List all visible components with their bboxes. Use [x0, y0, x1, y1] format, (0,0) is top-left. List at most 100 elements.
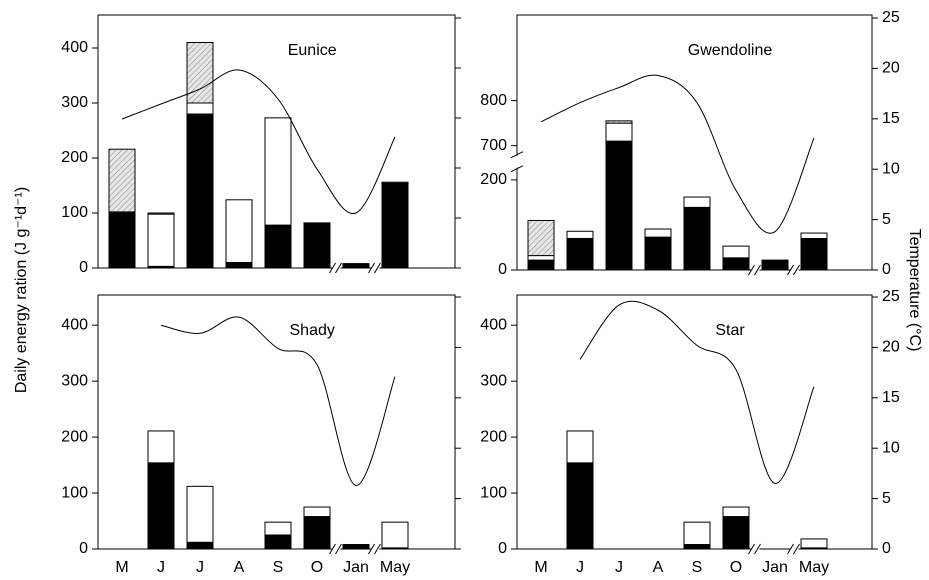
axis-break-mark	[510, 165, 524, 173]
x-break-gap	[790, 268, 799, 272]
bar-segment	[147, 462, 175, 550]
y-tick-label: 0	[498, 540, 507, 557]
bar-segment	[264, 534, 292, 550]
x-tick-label: M	[115, 559, 128, 576]
bar-segment	[683, 196, 711, 208]
y-tick-label: 800	[480, 92, 507, 109]
panel-title: Star	[715, 322, 745, 339]
bar-segment	[147, 213, 175, 267]
y-tick-label: 0	[498, 261, 507, 278]
bar-segment	[566, 462, 594, 550]
bar-segment	[722, 516, 750, 550]
bar-segment	[800, 237, 828, 271]
plot-frame	[516, 14, 873, 271]
bar-segment	[527, 255, 555, 261]
y-tick-label: 0	[79, 259, 88, 276]
y-tick-label: 200	[480, 171, 507, 188]
x-break-mark	[335, 543, 342, 555]
y-tick-label: 400	[480, 316, 507, 333]
bar-segment	[644, 228, 672, 238]
x-break-mark	[754, 543, 761, 555]
x-break-gap	[371, 266, 380, 270]
bar-segment	[225, 199, 253, 264]
y-tick-label: 0	[79, 540, 88, 557]
x-break-mark	[335, 262, 342, 274]
y2-axis-label: Temperature (°C)	[906, 229, 923, 352]
bar-segment	[303, 222, 331, 269]
x-break-gap	[751, 268, 760, 272]
bar-segment	[108, 148, 136, 213]
y2-tick-label: 20	[882, 339, 900, 356]
y-tick-label: 300	[61, 94, 88, 111]
bar-segment	[147, 212, 175, 215]
y2-tick-label: 25	[882, 9, 900, 26]
x-tick-label: May	[380, 559, 410, 576]
x-break-gap	[371, 547, 380, 551]
bar-segment	[605, 122, 633, 142]
x-tick-label: A	[234, 559, 245, 576]
axis-break-mark	[510, 151, 524, 159]
x-tick-label: M	[534, 559, 547, 576]
x-tick-label: S	[692, 559, 703, 576]
bar-segment	[566, 430, 594, 464]
x-break-gap	[332, 547, 341, 551]
plot-frame	[97, 294, 456, 550]
bar-segment	[605, 140, 633, 271]
bar-segment	[683, 206, 711, 271]
x-break-mark	[754, 264, 761, 276]
x-break-gap	[790, 547, 799, 551]
y-tick-label: 400	[61, 39, 88, 56]
y2-tick-label: 0	[882, 261, 891, 278]
x-break-mark	[329, 262, 336, 274]
bar-segment	[605, 120, 633, 124]
bar-segment	[186, 42, 214, 104]
bar-segment	[264, 521, 292, 536]
x-tick-label: A	[653, 559, 664, 576]
x-tick-label: J	[615, 559, 623, 576]
bar-segment	[186, 485, 214, 543]
y-tick-label: 200	[61, 428, 88, 445]
x-break-mark	[748, 543, 755, 555]
bar-segment	[186, 102, 214, 115]
bar-segment	[761, 259, 789, 271]
bar-segment	[800, 538, 828, 549]
x-tick-label: S	[273, 559, 284, 576]
y2-tick-label: 25	[882, 288, 900, 305]
bar-segment	[722, 257, 750, 271]
x-break-mark	[374, 543, 381, 555]
bar-segment	[683, 544, 711, 550]
x-tick-label: O	[730, 559, 742, 576]
bar-segment	[264, 117, 292, 226]
x-break-mark	[787, 543, 794, 555]
y-tick-label: 100	[480, 484, 507, 501]
x-tick-label: O	[311, 559, 323, 576]
bar-segment	[342, 263, 370, 269]
temperature-line	[160, 316, 396, 487]
y2-tick-label: 5	[882, 211, 891, 228]
bar-segment	[108, 212, 136, 269]
y-axis-label: Daily energy ration (J g⁻¹d⁻¹)	[13, 187, 30, 393]
x-break-mark	[793, 264, 800, 276]
y-tick-label: 300	[61, 372, 88, 389]
y-tick-label: 100	[61, 484, 88, 501]
panel-title: Eunice	[288, 42, 337, 59]
plot-frame	[516, 294, 873, 550]
bar-segment	[147, 430, 175, 464]
y2-tick-label: 5	[882, 490, 891, 507]
bar-segment	[644, 236, 672, 271]
bar-segment	[342, 544, 370, 550]
y-tick-label: 700	[480, 137, 507, 154]
panel-title: Gwendoline	[688, 42, 773, 59]
bar-segment	[225, 262, 253, 269]
x-break-gap	[751, 547, 760, 551]
bar-segment	[381, 182, 409, 269]
panel-title: Shady	[290, 322, 335, 339]
bar-segment	[381, 521, 409, 549]
y-tick-label: 400	[61, 316, 88, 333]
y2-tick-label: 15	[882, 110, 900, 127]
y2-tick-label: 10	[882, 439, 900, 456]
bar-segment	[566, 230, 594, 239]
bar-segment	[381, 181, 409, 184]
y2-tick-label: 20	[882, 60, 900, 77]
